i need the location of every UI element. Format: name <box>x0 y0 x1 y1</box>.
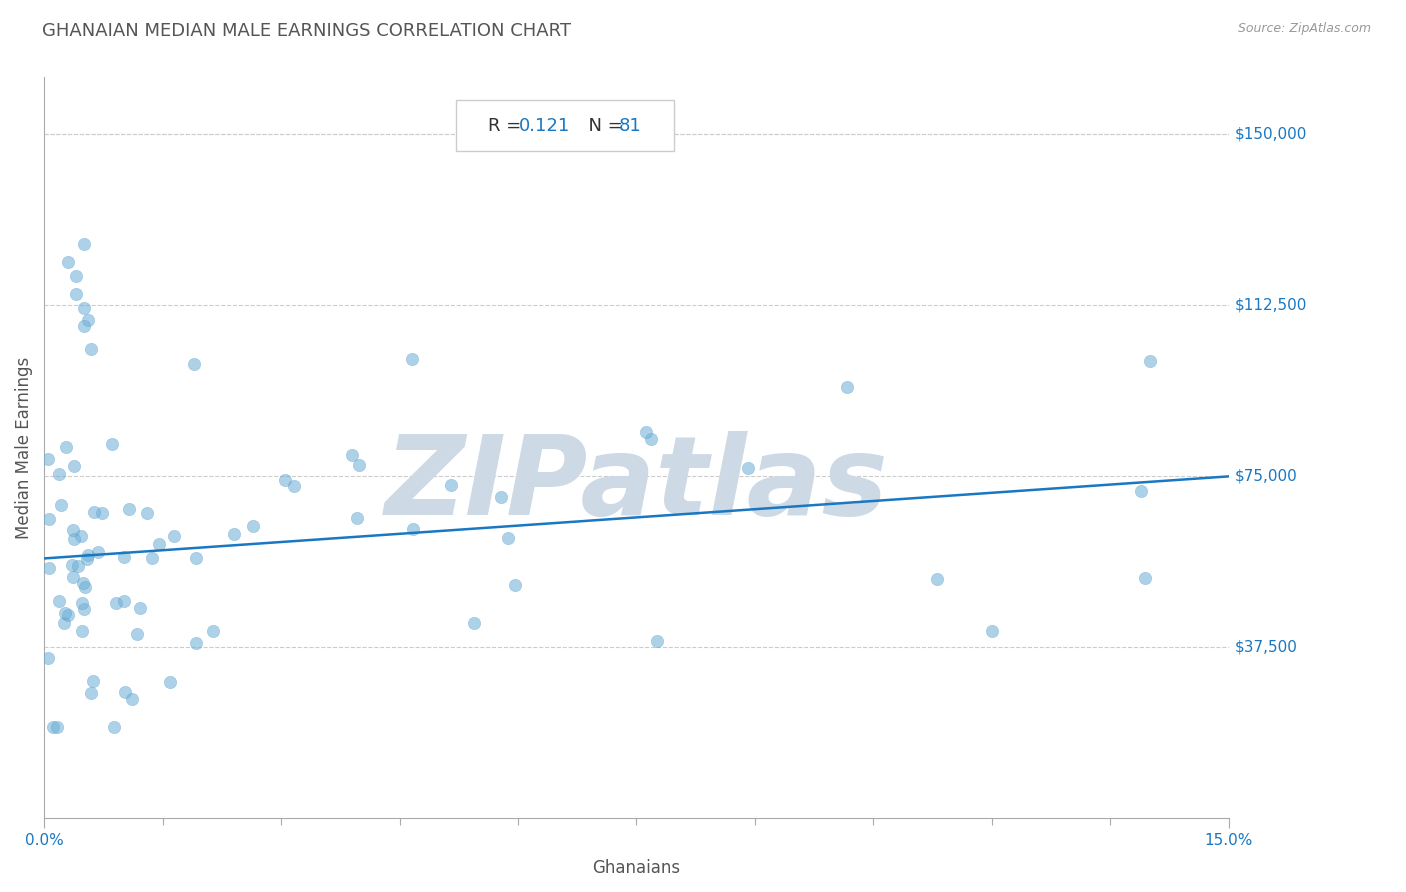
Text: GHANAIAN MEDIAN MALE EARNINGS CORRELATION CHART: GHANAIAN MEDIAN MALE EARNINGS CORRELATIO… <box>42 22 571 40</box>
Point <box>70 596 93 610</box>
Point <box>346 510 368 524</box>
Point <box>496 531 519 545</box>
Point <box>38 561 60 575</box>
Point <box>52 616 75 631</box>
Point <box>48 594 70 608</box>
Text: $150,000: $150,000 <box>1234 127 1308 142</box>
Point <box>69 529 91 543</box>
Point <box>489 491 512 505</box>
Point <box>65 287 87 301</box>
Point <box>63 459 86 474</box>
Text: R =: R = <box>488 117 527 135</box>
Point <box>980 624 1002 639</box>
Point <box>1139 354 1161 368</box>
Point <box>342 448 364 462</box>
Point <box>202 624 225 639</box>
Point <box>76 551 98 566</box>
Point <box>38 512 60 526</box>
Point <box>835 380 858 394</box>
Point <box>283 478 305 492</box>
Point <box>48 467 70 482</box>
Point <box>159 674 181 689</box>
Point <box>70 624 93 638</box>
Point <box>72 318 94 333</box>
Point <box>104 595 127 609</box>
Point <box>402 522 425 536</box>
Text: Source: ZipAtlas.com: Source: ZipAtlas.com <box>1237 22 1371 36</box>
Point <box>60 558 83 573</box>
Point <box>65 268 87 283</box>
Text: N =: N = <box>576 117 628 135</box>
Point <box>440 477 463 491</box>
Point <box>401 352 423 367</box>
Point <box>925 573 948 587</box>
Point <box>55 440 77 454</box>
Text: 81: 81 <box>619 117 641 135</box>
Point <box>87 545 110 559</box>
Point <box>83 505 105 519</box>
Point <box>125 627 148 641</box>
Point <box>347 458 370 473</box>
Point <box>37 651 59 665</box>
Point <box>737 460 759 475</box>
Point <box>37 451 59 466</box>
Point <box>75 580 97 594</box>
Text: $112,500: $112,500 <box>1234 298 1308 313</box>
Point <box>62 570 84 584</box>
Point <box>82 673 104 688</box>
Point <box>222 527 245 541</box>
Point <box>101 437 124 451</box>
Point <box>56 255 79 269</box>
Point <box>62 532 84 546</box>
Point <box>148 537 170 551</box>
Point <box>274 473 297 487</box>
Point <box>503 577 526 591</box>
Point <box>184 635 207 649</box>
Point <box>80 686 103 700</box>
Point <box>141 550 163 565</box>
Y-axis label: Median Male Earnings: Median Male Earnings <box>15 357 32 539</box>
Point <box>45 720 67 734</box>
Point <box>66 558 89 573</box>
Point <box>128 600 150 615</box>
Point <box>163 529 186 543</box>
Point <box>463 615 485 630</box>
Point <box>77 548 100 562</box>
Point <box>634 425 657 440</box>
Text: $37,500: $37,500 <box>1234 640 1298 655</box>
Point <box>1130 484 1153 499</box>
Point <box>91 506 114 520</box>
Point <box>62 523 84 537</box>
Point <box>136 506 159 520</box>
Point <box>114 685 136 699</box>
Point <box>1133 571 1156 585</box>
Point <box>49 498 72 512</box>
Point <box>42 720 65 734</box>
Point <box>53 606 76 620</box>
Text: ZIPatlas: ZIPatlas <box>385 432 889 539</box>
Text: 0.121: 0.121 <box>519 117 571 135</box>
Point <box>645 634 668 648</box>
Point <box>56 608 79 623</box>
Point <box>183 357 205 371</box>
Point <box>77 312 100 326</box>
Text: $75,000: $75,000 <box>1234 469 1298 483</box>
Point <box>72 301 94 315</box>
X-axis label: Ghanaians: Ghanaians <box>592 859 681 877</box>
Point <box>242 518 264 533</box>
Point <box>121 692 143 706</box>
Point <box>72 236 94 251</box>
Point <box>640 432 662 446</box>
Point <box>73 602 96 616</box>
Point <box>112 594 135 608</box>
Point <box>184 550 207 565</box>
Point <box>72 576 94 591</box>
Point <box>112 550 135 565</box>
Point <box>103 720 125 734</box>
Point <box>80 342 103 356</box>
Point <box>118 501 141 516</box>
